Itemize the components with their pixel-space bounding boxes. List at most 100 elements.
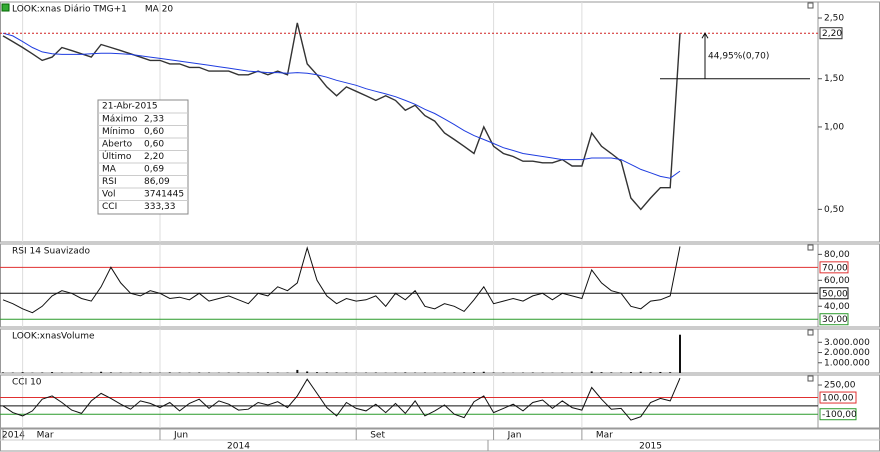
- x-year-label: 2015: [639, 442, 662, 452]
- bar: [325, 372, 328, 373]
- info-label: Mínimo: [102, 127, 135, 137]
- annotation-text: 44,95%(0,70): [708, 51, 769, 61]
- y-tick-label: 1,50: [824, 74, 844, 84]
- level-label-box: [819, 391, 857, 404]
- level-label-box: [819, 408, 857, 421]
- panel-title: RSI 14 Suavizado: [12, 247, 91, 257]
- bar: [669, 372, 672, 373]
- panel-icon: [807, 2, 814, 9]
- line: [2, 246, 681, 314]
- y-tick-label: 250,00: [824, 381, 856, 391]
- info-label: MA: [102, 165, 117, 175]
- info-label: Aberto: [102, 140, 133, 150]
- x-tick-label: Jun: [173, 431, 188, 441]
- info-value: 0,69: [144, 165, 164, 175]
- legend-icon: [1, 3, 10, 12]
- bar: [531, 372, 534, 373]
- info-value: 0,60: [144, 127, 164, 137]
- bar: [237, 372, 240, 373]
- panel-icon: [807, 375, 814, 382]
- panel-title: CCI 10: [12, 378, 42, 388]
- bar: [374, 372, 377, 373]
- x-tick-label: 2014: [2, 431, 25, 441]
- bar: [649, 372, 652, 373]
- bar: [639, 371, 642, 373]
- bar: [335, 372, 338, 373]
- bar: [168, 372, 171, 373]
- panel-icon: [807, 244, 814, 251]
- bar: [629, 372, 632, 373]
- bar: [659, 371, 662, 373]
- legend-entry: LOOK:xnas Diário TMG+1: [12, 5, 127, 15]
- info-date: 21-Abr-2015: [102, 102, 158, 112]
- bar: [679, 334, 681, 373]
- info-value: 0,60: [144, 140, 164, 150]
- bar: [472, 372, 475, 373]
- bar: [51, 372, 54, 373]
- bar: [306, 371, 309, 373]
- last-value-box: [819, 27, 843, 40]
- info-value: 2,20: [144, 152, 164, 162]
- bar: [198, 372, 201, 373]
- x-tick-label: Mar: [596, 431, 613, 441]
- panel-icon: [807, 329, 814, 336]
- y-tick-label: 1.000.000: [824, 358, 870, 368]
- bar: [21, 372, 24, 373]
- bar: [315, 372, 318, 373]
- y-tick-label: 3.000.000: [824, 338, 870, 348]
- last-value-label: 2,20: [822, 29, 842, 39]
- line: [2, 22, 681, 211]
- info-label: Último: [102, 150, 132, 162]
- level-label-box: [819, 287, 849, 300]
- bar: [2, 372, 4, 373]
- level-label: 100,00: [822, 394, 854, 404]
- x-year-label: 2014: [227, 442, 250, 452]
- bar: [80, 372, 83, 373]
- bar: [404, 372, 407, 373]
- bar: [492, 372, 495, 373]
- bar: [296, 369, 299, 373]
- info-value: 333,33: [144, 202, 176, 212]
- bar: [600, 372, 603, 373]
- level-label: 30,00: [822, 315, 848, 325]
- info-value: 2,33: [144, 115, 164, 125]
- level-label-box: [819, 313, 849, 326]
- bar: [100, 371, 103, 373]
- y-tick-label: 1,00: [824, 122, 844, 132]
- y-tick-label: 0,50: [824, 205, 844, 215]
- bar: [41, 372, 44, 373]
- level-label-box: [819, 261, 849, 274]
- y-tick-label: 2.000.000: [824, 348, 870, 358]
- y-tick-label: 60,00: [824, 276, 850, 286]
- bar: [571, 372, 574, 373]
- y-tick-label: 80,00: [824, 250, 850, 260]
- info-value: 3741445: [144, 190, 184, 200]
- y-tick-label: 40,00: [824, 302, 850, 312]
- bar: [463, 372, 466, 373]
- bar: [139, 372, 142, 373]
- x-tick-label: Jan: [507, 431, 522, 441]
- bar: [453, 372, 456, 373]
- level-label: -100,00: [822, 410, 857, 420]
- arrow-head: [701, 32, 709, 39]
- bar: [266, 372, 269, 373]
- info-label: RSI: [102, 177, 117, 187]
- level-label: 50,00: [822, 289, 848, 299]
- bar: [590, 371, 593, 373]
- bar: [109, 372, 112, 373]
- x-tick-label: Set: [370, 431, 385, 441]
- bar: [620, 372, 623, 373]
- level-label: 70,00: [822, 263, 848, 273]
- legend-entry: MA 20: [145, 5, 174, 15]
- line: [2, 32, 681, 179]
- bar: [482, 371, 485, 373]
- bar: [610, 372, 613, 373]
- info-value: 86,09: [144, 177, 170, 187]
- x-tick-label: Mar: [37, 431, 54, 441]
- info-box-frame: [97, 99, 189, 215]
- panel-title: LOOK:xnasVolume: [12, 332, 95, 342]
- line: [2, 377, 681, 421]
